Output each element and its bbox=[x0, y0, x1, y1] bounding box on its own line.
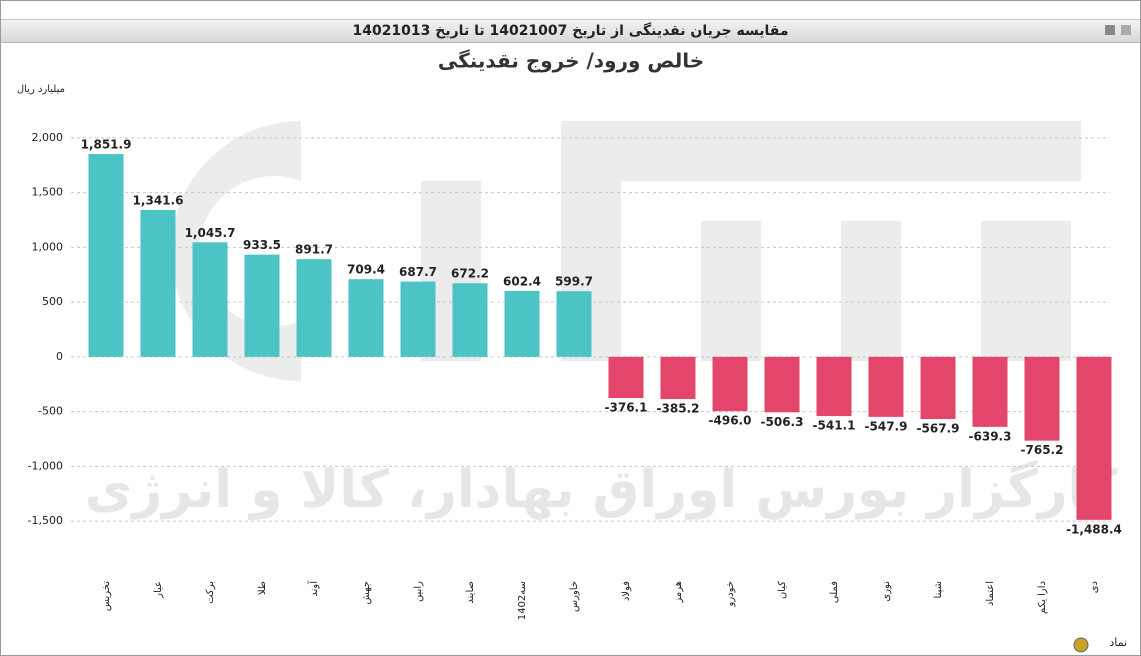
bar bbox=[192, 242, 228, 357]
x-tick-label: عیار bbox=[153, 581, 164, 599]
bar bbox=[764, 356, 800, 413]
x-tick-label: فولاد bbox=[621, 581, 632, 601]
value-label: 709.4 bbox=[347, 263, 385, 277]
x-tick-label: فملی bbox=[829, 581, 840, 603]
value-label: -506.3 bbox=[761, 415, 804, 429]
x-tick-label: طلا bbox=[257, 581, 268, 595]
x-tick-label: رابین bbox=[413, 581, 424, 602]
y-tick-label: 500 bbox=[42, 295, 63, 308]
y-tick-label: 1,000 bbox=[32, 240, 64, 253]
window-title: مقایسه جریان نقدینگی از تاریخ 14021007 ت… bbox=[352, 23, 789, 39]
value-label: 599.7 bbox=[555, 275, 593, 289]
bar bbox=[868, 356, 904, 417]
value-label: -1,488.4 bbox=[1066, 522, 1122, 536]
bar bbox=[1024, 356, 1060, 441]
x-tick-label: خودرو bbox=[725, 581, 736, 607]
bar bbox=[972, 356, 1008, 427]
bar bbox=[244, 254, 280, 357]
bar bbox=[556, 291, 592, 357]
bar bbox=[712, 356, 748, 412]
value-label: 933.5 bbox=[243, 238, 281, 252]
value-label: 1,045.7 bbox=[185, 226, 236, 240]
title-bar: مقایسه جریان نقدینگی از تاریخ 14021007 ت… bbox=[1, 19, 1140, 43]
value-label: -376.1 bbox=[605, 401, 648, 415]
x-axis-label: نماد bbox=[1109, 636, 1127, 649]
x-tick-label: نوری bbox=[881, 581, 892, 602]
x-tick-label: برکت bbox=[205, 581, 216, 604]
value-label: 672.2 bbox=[451, 267, 489, 281]
print-icon[interactable] bbox=[1105, 25, 1115, 35]
watermark: کارگزار بورس اوراق بهادار، کالا و انرژی bbox=[85, 459, 1118, 520]
y-axis-label: میلیارد ریال bbox=[17, 84, 65, 95]
bar bbox=[608, 356, 644, 399]
y-tick-label: -1,000 bbox=[28, 459, 63, 472]
x-tick-label: اعتماد bbox=[985, 581, 996, 606]
x-tick-label: خاورس bbox=[569, 581, 580, 612]
value-label: -765.2 bbox=[1021, 443, 1064, 457]
value-label: -496.0 bbox=[709, 414, 752, 428]
y-tick-label: 1,500 bbox=[32, 186, 64, 199]
value-label: 687.7 bbox=[399, 265, 437, 279]
bar bbox=[452, 283, 488, 357]
bar bbox=[140, 209, 176, 357]
y-tick-label: -500 bbox=[38, 405, 63, 418]
y-tick-label: 0 bbox=[56, 350, 63, 363]
value-label: 891.7 bbox=[295, 243, 333, 257]
x-tick-label: هرمز bbox=[673, 581, 684, 604]
value-label: -639.3 bbox=[969, 429, 1012, 443]
x-tick-label: شپنا bbox=[933, 581, 944, 598]
bar bbox=[400, 281, 436, 357]
bar bbox=[660, 356, 696, 400]
chart-title: خالص ورود/ خروج نقدینگی bbox=[438, 49, 704, 73]
bar bbox=[348, 279, 384, 357]
value-label: 1,341.6 bbox=[133, 193, 184, 207]
value-label: 602.4 bbox=[503, 274, 541, 288]
x-tick-label: دارا یکم bbox=[1037, 581, 1048, 614]
y-tick-label: 2,000 bbox=[32, 131, 64, 144]
x-tick-label: جهش bbox=[361, 581, 372, 605]
x-tick-label: سه1402 bbox=[517, 581, 528, 620]
x-tick-label: صایند bbox=[465, 581, 476, 604]
value-label: -567.9 bbox=[917, 422, 960, 436]
bar bbox=[920, 356, 956, 420]
bar bbox=[504, 290, 540, 357]
value-label: -547.9 bbox=[865, 419, 908, 433]
bar bbox=[1076, 356, 1112, 520]
refresh-icon[interactable] bbox=[1073, 637, 1089, 653]
value-label: 1,851.9 bbox=[81, 138, 132, 152]
bar bbox=[88, 154, 124, 357]
value-label: -541.1 bbox=[813, 419, 856, 433]
bar bbox=[296, 259, 332, 357]
x-tick-label: دی bbox=[1089, 581, 1100, 593]
value-label: -385.2 bbox=[657, 402, 700, 416]
x-tick-label: تخریس bbox=[101, 581, 112, 612]
y-tick-label: -1,500 bbox=[28, 514, 63, 527]
x-tick-label: آوند bbox=[307, 580, 320, 597]
x-tick-label: کیان bbox=[777, 581, 788, 599]
bar bbox=[816, 356, 852, 417]
export-icon[interactable] bbox=[1121, 25, 1131, 35]
